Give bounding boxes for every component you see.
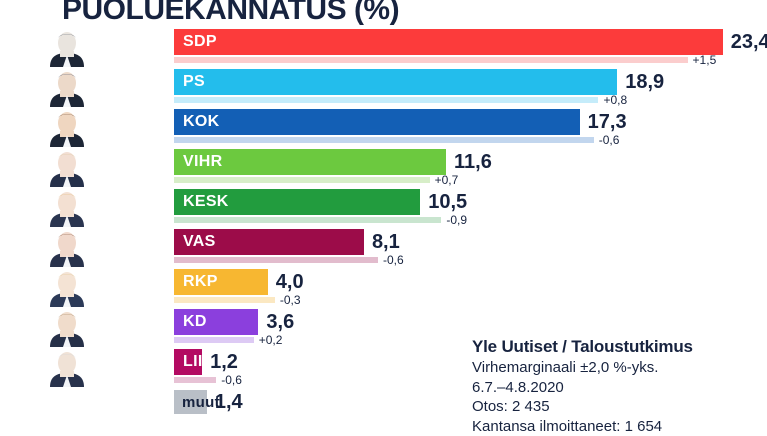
delta-label-kesk: -0,9	[441, 214, 467, 227]
bar-liik: LIIK	[174, 349, 202, 375]
party-label-rkp: RKP	[174, 273, 218, 291]
portrait-kok-leader-photo	[48, 109, 86, 147]
portrait-kd-leader-photo	[48, 309, 86, 347]
previous-bar-vihr	[174, 177, 430, 183]
delta-label-kd: +0,2	[254, 334, 283, 347]
party-label-kd: KD	[174, 313, 207, 331]
source-margin-of-error: Virhemarginaali ±2,0 %-yks.	[472, 358, 762, 378]
value-label-kd: 3,6	[258, 309, 294, 335]
bar-track: VAS 8,1-0,6	[174, 228, 767, 268]
bar-track: RKP 4,0-0,3	[174, 268, 767, 308]
value-label-muut: 1,4	[207, 389, 243, 415]
party-row-kok: KOK 17,3-0,6	[0, 108, 767, 148]
party-row-sdp: SDP 23,4 +1,5	[0, 28, 767, 68]
party-label-kesk: KESK	[174, 193, 229, 211]
source-sample-size: Otos: 2 435	[472, 397, 762, 417]
bar-track: VIHR 11,6+0,7	[174, 148, 767, 188]
bar-kesk: KESK	[174, 189, 420, 215]
bar-sdp: SDP	[174, 29, 723, 55]
portrait-vas-leader-photo	[48, 229, 86, 267]
previous-bar-ps	[174, 97, 598, 103]
value-label-rkp: 4,0	[268, 269, 304, 295]
delta-label-vas: -0,6	[378, 254, 404, 267]
party-row-vihr: VIHR 11,6+0,7	[0, 148, 767, 188]
bar-kok: KOK	[174, 109, 580, 135]
delta-label-sdp: +1,5	[688, 54, 717, 67]
bar-track: KOK 17,3-0,6	[174, 108, 767, 148]
portrait-ps-leader-photo	[48, 69, 86, 107]
party-label-sdp: SDP	[174, 33, 217, 51]
value-label-kesk: 10,5	[420, 189, 467, 215]
portrait-vihr-leader-photo	[48, 149, 86, 187]
party-row-kesk: KESK 10,5-0,9	[0, 188, 767, 228]
delta-label-kok: -0,6	[594, 134, 620, 147]
party-row-rkp: RKP 4,0-0,3	[0, 268, 767, 308]
source-declared-opinion: Kantansa ilmoittaneet: 1 654	[472, 417, 762, 436]
previous-bar-kesk	[174, 217, 441, 223]
bar-track: SDP 23,4 +1,5	[174, 28, 767, 68]
value-label-vas: 8,1	[364, 229, 400, 255]
delta-label-vihr: +0,7	[430, 174, 459, 187]
bar-track: KESK 10,5-0,9	[174, 188, 767, 228]
portrait-kesk-leader-photo	[48, 189, 86, 227]
previous-bar-kd	[174, 337, 254, 343]
value-label-ps: 18,9	[617, 69, 664, 95]
value-label-liik: 1,2	[202, 349, 238, 375]
party-label-kok: KOK	[174, 113, 219, 131]
delta-label-liik: -0,6	[216, 374, 242, 387]
value-label-vihr: 11,6	[446, 149, 492, 175]
portrait-sdp-leader-photo	[48, 29, 86, 67]
value-label-kok: 17,3	[580, 109, 627, 135]
party-row-vas: VAS 8,1-0,6	[0, 228, 767, 268]
source-title: Yle Uutiset / Taloustutkimus	[472, 336, 762, 358]
previous-bar-vas	[174, 257, 378, 263]
bar-vihr: VIHR	[174, 149, 446, 175]
previous-bar-rkp	[174, 297, 275, 303]
portrait-liik-leader-photo	[48, 349, 86, 387]
bar-track: PS 18,9+0,8	[174, 68, 767, 108]
party-label-vas: VAS	[174, 233, 216, 251]
party-label-ps: PS	[174, 73, 205, 91]
delta-label-rkp: -0,3	[275, 294, 301, 307]
bar-ps: PS	[174, 69, 617, 95]
party-label-vihr: VIHR	[174, 153, 222, 171]
bar-muut: muut	[174, 390, 207, 414]
previous-bar-kok	[174, 137, 594, 143]
page-title: PUOLUEKANNATUS (%)	[62, 0, 399, 26]
portrait-rkp-leader-photo	[48, 269, 86, 307]
bar-rkp: RKP	[174, 269, 268, 295]
value-label-sdp: 23,4	[723, 29, 767, 55]
source-date-range: 6.7.–4.8.2020	[472, 378, 762, 398]
party-row-ps: PS 18,9+0,8	[0, 68, 767, 108]
bar-vas: VAS	[174, 229, 364, 255]
previous-bar-sdp	[174, 57, 688, 63]
previous-bar-liik	[174, 377, 216, 383]
bar-kd: KD	[174, 309, 258, 335]
delta-label-ps: +0,8	[598, 94, 627, 107]
source-info-block: Yle Uutiset / Taloustutkimus Virhemargin…	[472, 336, 762, 436]
